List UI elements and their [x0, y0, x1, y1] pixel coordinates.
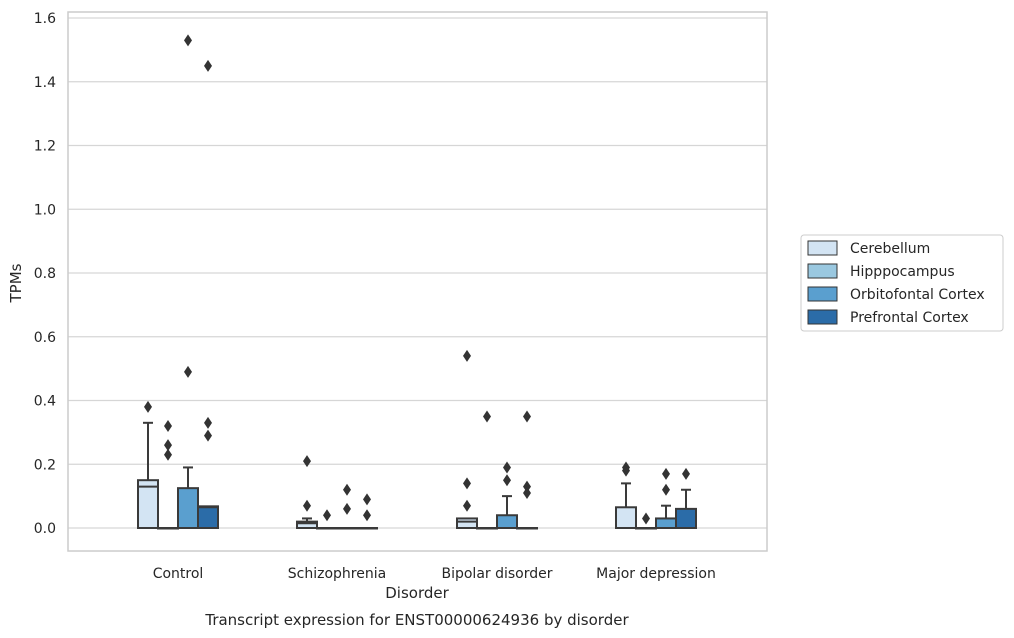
- y-axis-label: TPMs: [7, 263, 25, 303]
- y-tick-label: 1.0: [34, 202, 56, 218]
- outlier-point: [463, 349, 471, 362]
- y-tick-label: 0.6: [34, 330, 56, 346]
- outlier-point: [523, 486, 531, 499]
- outlier-point: [463, 499, 471, 512]
- outlier-point: [204, 59, 212, 72]
- outlier-point: [642, 512, 650, 525]
- outlier-point: [204, 416, 212, 429]
- outlier-point: [184, 365, 192, 378]
- outlier-point: [164, 448, 172, 461]
- box: [296, 520, 318, 529]
- outlier-point: [503, 461, 511, 474]
- outlier-point: [343, 502, 351, 515]
- box-group: [177, 34, 199, 529]
- outlier-point: [343, 483, 351, 496]
- outlier-point: [363, 493, 371, 506]
- ticks-layer: 0.0 0.2 0.4 0.6 0.8 1.0 1.2 1.4 1.6 Control Schizo…: [34, 11, 716, 582]
- outlier-point: [523, 480, 531, 493]
- outlier-point: [303, 455, 311, 468]
- y-tick-label: 1.6: [34, 11, 56, 27]
- outlier-point: [363, 509, 371, 522]
- box-group: [496, 461, 518, 529]
- box: [615, 506, 637, 529]
- outlier-point: [303, 499, 311, 512]
- box-group: [356, 493, 378, 530]
- box-group: [316, 509, 338, 530]
- legend-swatch: [807, 309, 838, 325]
- box: [655, 517, 677, 529]
- outlier-point: [463, 477, 471, 490]
- legend-label: Orbitofontal Cortex: [850, 287, 985, 303]
- legend-label: Cerebellum: [850, 241, 930, 257]
- box-group: [476, 410, 498, 530]
- outlier-point: [323, 509, 331, 522]
- box: [177, 487, 199, 529]
- outlier-point: [204, 429, 212, 442]
- legend-swatch: [807, 286, 838, 302]
- plot-frame: [67, 11, 768, 552]
- outlier-point: [483, 410, 491, 423]
- legend: Cerebellum Hipppocampus Orbitofontal Corte…: [800, 234, 1004, 332]
- outlier-point: [164, 439, 172, 452]
- y-tick-label: 1.4: [34, 75, 56, 91]
- outlier-point: [164, 420, 172, 432]
- outlier-point: [184, 34, 192, 47]
- y-tick-label: 0.0: [34, 521, 56, 537]
- grid-layer: [68, 17, 767, 529]
- outlier-point: [144, 400, 152, 413]
- outlier-point: [503, 474, 511, 487]
- y-tick-label: 1.2: [34, 139, 56, 155]
- chart-caption: Transcript expression for ENST0000062493…: [204, 611, 629, 629]
- box-group: [655, 467, 677, 529]
- legend-label: Prefrontal Cortex: [850, 310, 969, 326]
- y-tick-label: 0.8: [34, 266, 56, 282]
- legend-label: Hipppocampus: [850, 264, 955, 280]
- outlier-point: [523, 410, 531, 423]
- box: [675, 507, 697, 529]
- box: [197, 505, 219, 530]
- x-axis-label: Disorder: [385, 584, 449, 602]
- outlier-point: [662, 467, 670, 480]
- x-tick-label: Major depression: [596, 566, 716, 582]
- box-group: [137, 400, 159, 529]
- y-tick-label: 0.2: [34, 457, 56, 473]
- legend-box: [800, 234, 1004, 332]
- box-group: [157, 420, 179, 530]
- y-tick-label: 0.4: [34, 394, 56, 410]
- box-group: [197, 59, 219, 530]
- boxes-layer: [137, 34, 697, 530]
- box: [137, 479, 159, 529]
- box-group: [615, 461, 637, 529]
- box-group: [456, 349, 478, 529]
- box: [456, 517, 478, 529]
- outlier-point: [622, 464, 630, 477]
- box-group: [635, 512, 657, 530]
- x-tick-label: Schizophrenia: [288, 566, 386, 582]
- box: [496, 514, 518, 529]
- x-tick-label: Bipolar disorder: [441, 566, 552, 582]
- outlier-point: [682, 467, 690, 480]
- legend-swatch: [807, 263, 838, 279]
- box-group: [675, 467, 697, 529]
- box-group: [516, 410, 538, 530]
- x-tick-label: Control: [153, 566, 204, 582]
- box-group: [336, 483, 358, 530]
- box-group: [296, 455, 318, 529]
- legend-swatch: [807, 240, 838, 256]
- outlier-point: [662, 483, 670, 496]
